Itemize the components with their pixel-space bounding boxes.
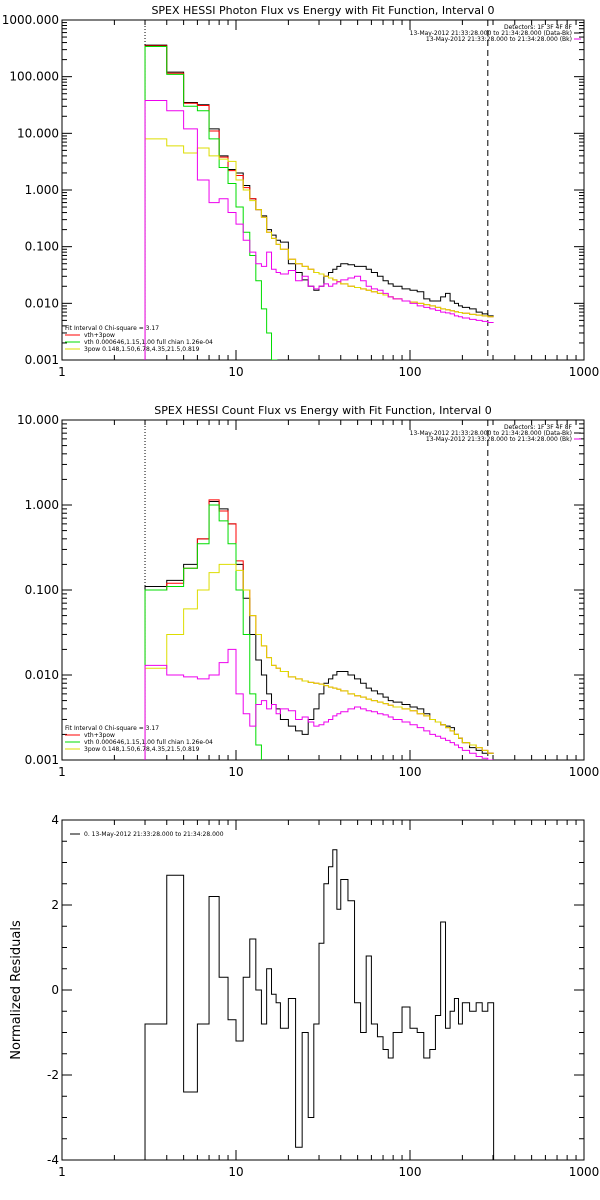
- series-line-1: [144, 849, 495, 1160]
- legend-top-right-entry: 13-May-2012 21:33:28.000 to 21:34:28.000…: [410, 30, 572, 37]
- chart-panel-2: SPEX HESSI Count Flux vs Energy with Fit…: [17, 404, 599, 779]
- x-tick-label: 10: [228, 765, 243, 779]
- y-tick-label: -4: [47, 1153, 59, 1167]
- legend-top-right-entry: Detectors: 1F 3F 4F 8F: [504, 424, 573, 431]
- x-tick-label: 10: [228, 365, 243, 379]
- y-axis-label: Normalized Residuals: [9, 920, 24, 1060]
- y-tick-label: -2: [47, 1068, 59, 1082]
- series-line-4: [144, 563, 494, 760]
- legend-bottom-left-entry: vth+3pow: [84, 732, 115, 739]
- legend-bottom-left-entry: 3pow 0.148,1.50,6.78,4.35,21.5,0.819: [84, 746, 200, 753]
- plot-frame: [61, 19, 585, 361]
- chart-title: SPEX HESSI Count Flux vs Energy with Fit…: [154, 404, 491, 417]
- y-tick-label: 100.000: [9, 70, 59, 84]
- x-tick-label: 1: [58, 365, 66, 379]
- chart-panel-1: SPEX HESSI Photon Flux vs Energy with Fi…: [2, 4, 600, 379]
- y-tick-label: 0.100: [25, 583, 59, 597]
- series-group: [144, 44, 494, 360]
- series-group: [144, 499, 494, 760]
- legend-top-right-entry: Detectors: 1F 3F 4F 8F: [504, 24, 573, 31]
- chart-title: SPEX HESSI Photon Flux vs Energy with Fi…: [151, 4, 494, 17]
- y-tick-label: 0.010: [25, 668, 59, 682]
- chart-panel-3: 1 10 100 1000 -4 -2 0 2 4 Normalized Residuals 0. …: [9, 813, 599, 1179]
- legend-top-right-entry: 13-May-2012 21:33:28.000 to 21:34:28.000…: [426, 36, 572, 43]
- legend-bottom-left-entry: 3pow 0.148,1.50,6.78,4.35,21.5,0.819: [84, 346, 200, 353]
- legend-bottom-left-entry: vth 0.000646,1.15,1.00 full chian 1.26e-…: [84, 339, 213, 346]
- legend-top-right-entry: 13-May-2012 21:33:28.000 to 21:34:28.000…: [410, 430, 572, 437]
- series-line-5: [144, 648, 494, 760]
- series-line-1: [144, 44, 494, 360]
- y-tick-label: 0: [51, 983, 59, 997]
- legend-bottom-left-entry: Fit Interval 0 Chi-square = 3.17: [65, 725, 159, 732]
- x-tick-label: 100: [399, 1165, 422, 1179]
- plot-frame: [61, 419, 585, 761]
- x-tick-label: 1000: [569, 765, 600, 779]
- plot-frame: [61, 819, 585, 1161]
- series-group: [144, 849, 495, 1160]
- y-tick-label: 1.000: [25, 498, 59, 512]
- x-tick-label: 100: [399, 765, 422, 779]
- x-tick-label: 100: [399, 365, 422, 379]
- x-tick-label: 1: [58, 1165, 66, 1179]
- y-tick-label: 2: [51, 898, 59, 912]
- legend-bottom-left-entry: Fit Interval 0 Chi-square = 3.17: [65, 325, 159, 332]
- x-tick-label: 1: [58, 765, 66, 779]
- series-line-2: [144, 45, 494, 360]
- x-tick-label: 1000: [569, 1165, 600, 1179]
- legend-top-right-entry: 13-May-2012 21:33:28.000 to 21:34:28.000…: [426, 436, 572, 443]
- y-tick-label: 10.000: [17, 413, 59, 427]
- x-tick-label: 1000: [569, 365, 600, 379]
- x-tick-label: 10: [228, 1165, 243, 1179]
- y-tick-label: 1000.000: [2, 13, 59, 27]
- y-tick-label: 0.001: [25, 753, 59, 767]
- y-tick-label: 0.010: [25, 296, 59, 310]
- y-tick-label: 10.000: [17, 126, 59, 140]
- y-tick-label: 4: [51, 813, 59, 827]
- series-line-3: [144, 46, 278, 360]
- legend-bottom-left-entry: vth+3pow: [84, 332, 115, 339]
- y-tick-label: 1.000: [25, 183, 59, 197]
- y-tick-label: 0.001: [25, 353, 59, 367]
- legend-bottom-left-entry: vth 0.000646,1.15,1.00 full chian 1.26e-…: [84, 739, 213, 746]
- y-tick-label: 0.100: [25, 240, 59, 254]
- series-line-5: [144, 99, 494, 360]
- legend-top-left-entry: 0. 13-May-2012 21:33:28.000 to 21:34:28.…: [84, 831, 224, 838]
- series-line-3: [144, 504, 262, 760]
